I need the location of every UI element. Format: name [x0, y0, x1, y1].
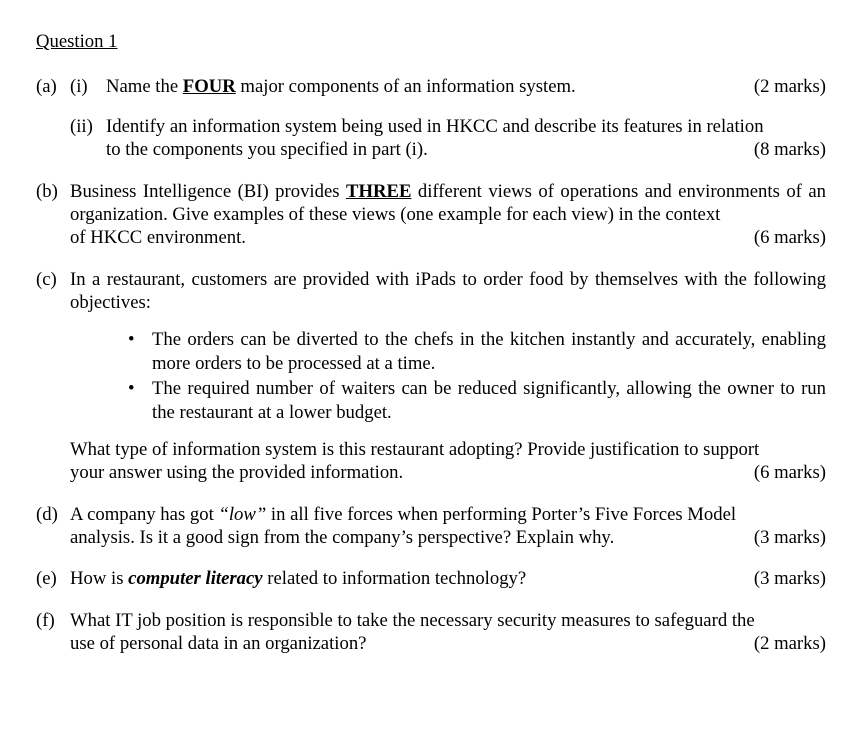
subpart-a-ii: (ii) Identify an information system bein… [70, 115, 826, 162]
marks-a-i: (2 marks) [754, 75, 826, 98]
text-line: (2 marks) use of personal data in an org… [70, 632, 826, 655]
text: Business Intelligence (BI) provides [70, 181, 346, 202]
marks-c: (6 marks) [754, 461, 826, 484]
marks-d: (3 marks) [754, 526, 826, 549]
part-a-label: (a) [36, 75, 70, 161]
bullet-text: The required number of waiters can be re… [152, 377, 826, 424]
part-f-label: (f) [36, 609, 70, 656]
part-b-body: Business Intelligence (BI) provides THRE… [70, 180, 826, 250]
subpart-a-i: (i) (2 marks) Name the FOUR major compon… [70, 75, 826, 98]
text-bold-italic: computer literacy [128, 568, 262, 589]
part-c-label: (c) [36, 268, 70, 485]
part-e-label: (e) [36, 567, 70, 590]
subpart-a-ii-body: Identify an information system being use… [106, 115, 826, 162]
part-a-body: (i) (2 marks) Name the FOUR major compon… [70, 75, 826, 161]
text-line: Identify an information system being use… [106, 115, 826, 138]
part-f: (f) What IT job position is responsible … [36, 609, 826, 656]
part-d-body: A company has got “low” in all five forc… [70, 503, 826, 550]
part-b: (b) Business Intelligence (BI) provides … [36, 180, 826, 250]
text-bold: FOUR [183, 76, 236, 97]
text-line: In a restaurant, customers are provided … [70, 268, 826, 315]
text: your answer using the provided informati… [70, 462, 403, 483]
text-line: (6 marks) your answer using the provided… [70, 461, 826, 484]
part-e-body: (3 marks) How is computer literacy relat… [70, 567, 826, 590]
text-line: A company has got “low” in all five forc… [70, 503, 826, 526]
subpart-a-ii-label: (ii) [70, 115, 106, 162]
bullet-icon: • [128, 377, 152, 424]
question-title: Question 1 [36, 30, 826, 53]
text: of HKCC environment. [70, 227, 246, 248]
subpart-a-i-body: (2 marks) Name the FOUR major components… [106, 75, 826, 98]
part-d: (d) A company has got “low” in all five … [36, 503, 826, 550]
text-bold: THREE [346, 181, 411, 202]
bullet-item: • The orders can be diverted to the chef… [128, 328, 826, 375]
text-line: (8 marks) to the components you specifie… [106, 138, 826, 161]
text: Name the [106, 76, 183, 97]
text-line: Business Intelligence (BI) provides THRE… [70, 180, 826, 227]
part-d-label: (d) [36, 503, 70, 550]
part-e: (e) (3 marks) How is computer literacy r… [36, 567, 826, 590]
text: analysis. Is it a good sign from the com… [70, 527, 614, 548]
text-line: What IT job position is responsible to t… [70, 609, 826, 632]
bullet-text: The orders can be diverted to the chefs … [152, 328, 826, 375]
marks-e: (3 marks) [754, 567, 826, 590]
part-f-body: What IT job position is responsible to t… [70, 609, 826, 656]
part-c: (c) In a restaurant, customers are provi… [36, 268, 826, 485]
text: A company has got [70, 504, 218, 525]
text-italic: “low” [218, 504, 266, 525]
text: use of personal data in an organization? [70, 633, 366, 654]
bullet-list: • The orders can be diverted to the chef… [70, 328, 826, 424]
bullet-icon: • [128, 328, 152, 375]
subpart-a-i-label: (i) [70, 75, 106, 98]
part-c-body: In a restaurant, customers are provided … [70, 268, 826, 485]
marks-b: (6 marks) [754, 226, 826, 249]
marks-a-ii: (8 marks) [754, 138, 826, 161]
text: major components of an information syste… [236, 76, 576, 97]
part-a: (a) (i) (2 marks) Name the FOUR major co… [36, 75, 826, 161]
text: How is [70, 568, 128, 589]
bullet-item: • The required number of waiters can be … [128, 377, 826, 424]
marks-f: (2 marks) [754, 632, 826, 655]
text: in all five forces when performing Porte… [266, 504, 736, 525]
part-b-label: (b) [36, 180, 70, 250]
text-line: (3 marks) analysis. Is it a good sign fr… [70, 526, 826, 549]
text: related to information technology? [263, 568, 527, 589]
text: to the components you specified in part … [106, 139, 428, 160]
text-line: What type of information system is this … [70, 438, 826, 461]
text-line: (6 marks) of HKCC environment. [70, 226, 826, 249]
